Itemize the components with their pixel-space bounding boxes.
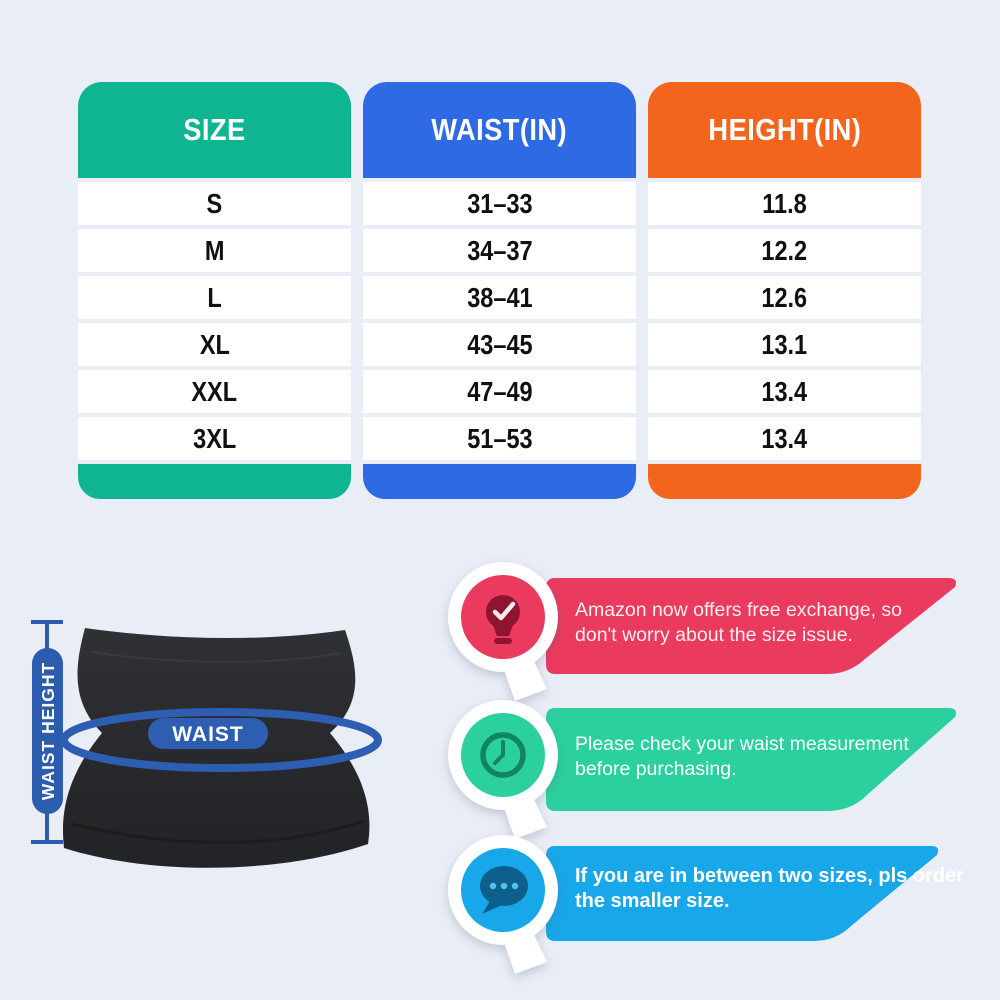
table-cell-height: 13.4: [648, 417, 921, 460]
table-cell-height: 13.4: [648, 370, 921, 413]
table-cell-height: 13.1: [648, 323, 921, 366]
column-header-height: HEIGHT(IN): [648, 82, 921, 178]
column-header-size-label: SIZE: [183, 112, 246, 147]
table-cell-waist: 47–49: [363, 370, 636, 413]
note-badge-exchange: [448, 562, 558, 701]
table-cell-waist: 51–53: [363, 417, 636, 460]
table-cell-size: S: [78, 182, 351, 225]
waist-label-pill: [148, 718, 268, 749]
ribbon-shape: [546, 846, 939, 941]
column-header-waist-label: WAIST(IN): [431, 112, 568, 147]
garment-top-seam: [89, 651, 342, 663]
table-cell-waist: 34–37: [363, 229, 636, 272]
ribbon-shape: [546, 708, 957, 811]
note-ribbon-between-sizes: [546, 846, 939, 941]
chat-dots-icon: [480, 866, 528, 914]
table-footer-bar-waist: [363, 464, 636, 499]
table-footer-bar-size: [78, 464, 351, 499]
note-badge-between-sizes: [448, 835, 558, 974]
table-cell-waist: 38–41: [363, 276, 636, 319]
table-cell-height: 12.2: [648, 229, 921, 272]
table-cell-size: L: [78, 276, 351, 319]
note-badge-measure: [448, 700, 558, 839]
column-header-size: SIZE: [78, 82, 351, 178]
note-ribbon-exchange: [546, 578, 957, 674]
table-cell-height: 12.6: [648, 276, 921, 319]
waist-band-ellipse: [60, 708, 382, 772]
table-cell-size: 3XL: [78, 417, 351, 460]
note-text-measure: Please check your waist measurement befo…: [575, 733, 909, 780]
column-header-waist: WAIST(IN): [363, 82, 636, 178]
ribbon-shape: [546, 578, 957, 674]
clock-icon: [480, 732, 526, 778]
note-text-between-sizes: If you are in between two sizes, pls ord…: [575, 865, 964, 912]
note-ribbon-measure: [546, 708, 957, 811]
table-cell-size: XXL: [78, 370, 351, 413]
note-text-exchange: Amazon now offers free exchange, so don'…: [575, 599, 902, 646]
table-cell-size: M: [78, 229, 351, 272]
table-cell-waist: 43–45: [363, 323, 636, 366]
lightbulb-check-icon: [486, 595, 520, 644]
waist-trainer-illustration: WAIST HEIGHT WAIST: [31, 620, 382, 868]
column-header-height-label: HEIGHT(IN): [708, 112, 861, 147]
table-footer-bar-height: [648, 464, 921, 499]
table-cell-size: XL: [78, 323, 351, 366]
table-cell-height: 11.8: [648, 182, 921, 225]
waist-label: WAIST: [172, 723, 244, 746]
waist-height-label: WAIST HEIGHT: [38, 662, 58, 800]
table-cell-waist: 31–33: [363, 182, 636, 225]
size-chart-table: SIZE WAIST(IN) HEIGHT(IN) S 31–33 11.8 M…: [78, 82, 921, 499]
garment-bottom-seam: [71, 819, 365, 844]
waist-height-pill: [32, 648, 63, 814]
